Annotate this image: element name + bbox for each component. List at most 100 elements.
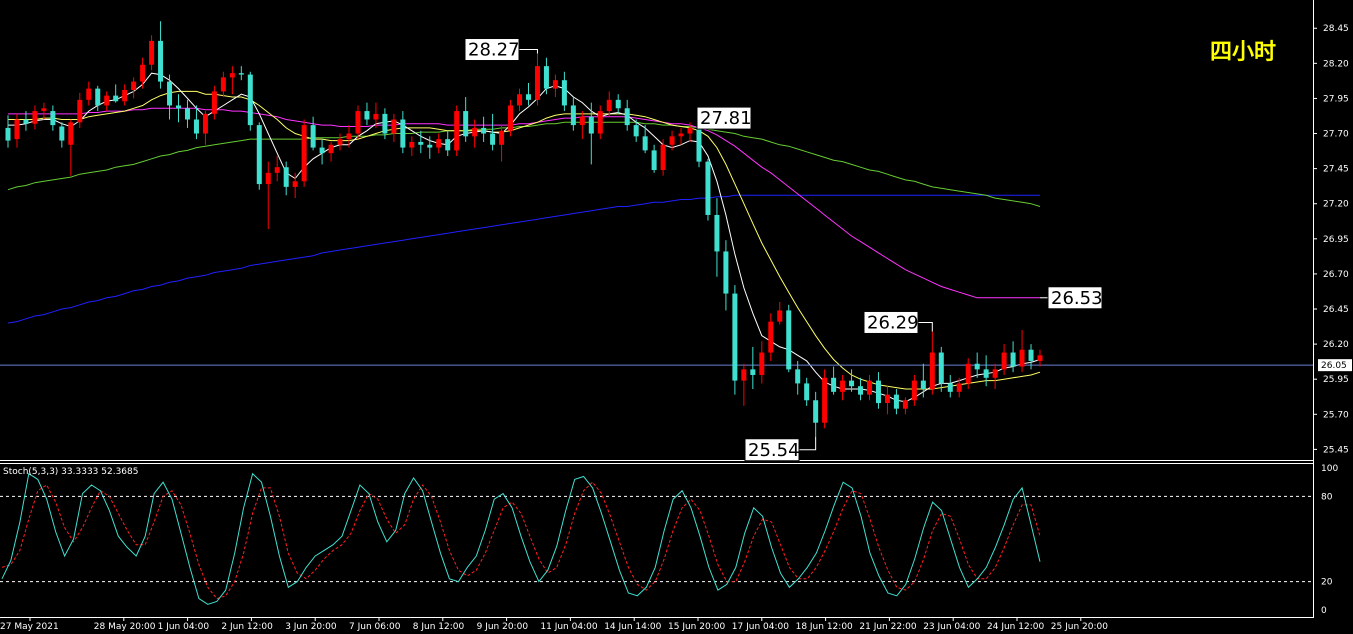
time-tick-label: 27 May 2021	[0, 622, 59, 632]
price-tick-label: 26.45	[1323, 305, 1349, 315]
stoch-main-line	[1, 472, 1041, 605]
candle	[481, 116, 487, 142]
candle-body	[651, 150, 657, 171]
candle	[256, 122, 262, 190]
candle	[77, 92, 83, 128]
candle	[1037, 349, 1043, 367]
candle-body	[678, 133, 684, 137]
candle	[938, 346, 944, 392]
candle-body	[696, 127, 702, 162]
candle-body	[32, 111, 38, 124]
candle	[741, 363, 747, 406]
candle	[884, 386, 890, 415]
time-tick-label: 8 Jun 12:00	[413, 622, 465, 632]
candle	[427, 136, 433, 159]
candle	[956, 377, 962, 398]
time-tick-label: 7 Jun 06:00	[349, 622, 401, 632]
price-tick-label: 25.95	[1323, 375, 1349, 385]
candle	[947, 374, 953, 398]
candle	[176, 94, 182, 123]
stoch-signal-line	[1, 481, 1041, 600]
candle-body	[624, 108, 630, 126]
candle-body	[436, 139, 442, 148]
price-tick-label: 28.20	[1323, 59, 1349, 69]
candle-body	[23, 119, 29, 124]
price-tick-label: 26.20	[1323, 340, 1349, 350]
candle-body	[822, 377, 828, 423]
candle	[202, 111, 208, 145]
candle-body	[1028, 349, 1034, 361]
time-tick-label: 11 Jun 04:00	[540, 622, 597, 632]
stochastic-oscillator: 100 80 20 0	[0, 464, 1338, 616]
candle-body	[965, 363, 971, 384]
candle	[301, 119, 307, 187]
candle-body	[786, 310, 792, 370]
candle-body	[256, 125, 262, 185]
annotation-label: 25.54	[748, 440, 800, 461]
candle-body	[508, 105, 514, 131]
candle-body	[579, 116, 585, 126]
candle-body	[1037, 355, 1043, 361]
time-tick-label: 14 Jun 14:00	[604, 622, 661, 632]
candle-body	[732, 293, 738, 381]
candle	[759, 341, 765, 384]
candle-body	[615, 99, 621, 109]
candle	[624, 99, 630, 131]
candle-body	[220, 77, 226, 92]
candle	[167, 74, 173, 120]
candle-body	[759, 352, 765, 375]
candle	[319, 139, 325, 165]
candle-body	[140, 64, 146, 82]
candle-body	[974, 363, 980, 370]
candle	[265, 161, 271, 229]
candle-body	[274, 167, 280, 173]
candle	[920, 363, 926, 398]
candle-body	[884, 394, 890, 404]
candle-body	[705, 161, 711, 215]
time-tick-label: 25 Jun 20:00	[1051, 622, 1108, 632]
candle-body	[534, 66, 540, 100]
candle	[238, 66, 244, 81]
candle	[543, 57, 549, 95]
annotation-25-54: 25.54	[744, 436, 817, 462]
candle-body	[400, 119, 406, 148]
candle	[140, 57, 146, 89]
candle-body	[947, 383, 953, 392]
candle	[822, 369, 828, 429]
price-tick-label: 27.45	[1323, 165, 1349, 175]
chart-title: 四小时	[1210, 40, 1276, 65]
annotation-28-27: 28.27	[464, 38, 538, 62]
candle	[660, 139, 666, 176]
candle	[283, 161, 289, 196]
time-tick-label: 3 Jun 20:00	[285, 622, 337, 632]
candle-body	[283, 167, 289, 187]
annotation-26-53: 26.53	[1040, 286, 1103, 310]
candle-body	[68, 122, 74, 145]
candle	[750, 346, 756, 390]
candle	[1028, 344, 1034, 370]
candle	[14, 113, 20, 148]
candle	[534, 53, 540, 106]
stoch-level-label: 80	[1321, 492, 1333, 502]
candle	[373, 102, 379, 128]
candle	[113, 84, 119, 103]
price-tick-label: 26.70	[1323, 270, 1349, 280]
candle-body	[1001, 352, 1007, 370]
candle-body	[561, 80, 567, 106]
candle	[804, 377, 810, 406]
candle-body	[193, 119, 199, 134]
time-tick-label: 28 May 20:00	[94, 622, 156, 632]
candle-body	[768, 321, 774, 353]
candle-body	[893, 394, 899, 409]
price-tick-label: 26.95	[1323, 235, 1349, 245]
candle-body	[1019, 349, 1025, 367]
candle	[23, 111, 29, 131]
candle	[687, 122, 693, 142]
candle	[274, 155, 280, 182]
candle	[158, 21, 164, 89]
candle	[858, 377, 864, 401]
annotation-27-81: 27.81	[696, 106, 752, 130]
candle-body	[552, 80, 558, 89]
candle-body	[660, 144, 666, 171]
